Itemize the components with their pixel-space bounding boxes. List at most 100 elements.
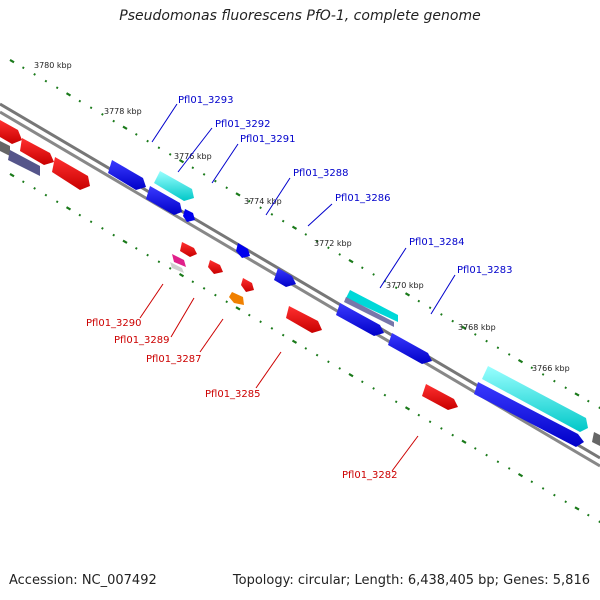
- accession-text: Accession: NC_007492: [9, 573, 157, 588]
- major-tick: [122, 125, 128, 130]
- callout-line: [391, 435, 419, 472]
- major-tick: [122, 239, 128, 244]
- minor-tick: [191, 280, 195, 284]
- minor-tick: [304, 347, 308, 350]
- gene-label[interactable]: Pfl01_3283: [457, 265, 513, 276]
- minor-tick: [146, 253, 149, 257]
- gene-feature[interactable]: [0, 120, 22, 144]
- gene-label[interactable]: Pfl01_3284: [409, 237, 465, 248]
- minor-tick: [507, 353, 511, 356]
- topology-summary: Topology: circular; Length: 6,438,405 bp…: [232, 573, 590, 588]
- forward-strand-features: [0, 120, 600, 447]
- map-title: Pseudomonas fluorescens PfO-1, complete …: [119, 8, 481, 24]
- gene-feature[interactable]: [229, 292, 244, 305]
- gene-feature[interactable]: [8, 150, 40, 176]
- minor-tick: [33, 73, 36, 76]
- gene-label[interactable]: Pfl01_3293: [178, 95, 234, 106]
- gene-label[interactable]: Pfl01_3285: [205, 389, 261, 400]
- major-tick: [65, 92, 72, 97]
- minor-tick: [214, 293, 217, 297]
- callout-line: [211, 143, 239, 184]
- gene-feature[interactable]: [474, 382, 584, 447]
- minor-tick: [586, 513, 590, 517]
- gene-feature[interactable]: [346, 290, 398, 322]
- minor-tick: [485, 453, 488, 457]
- gene-feature[interactable]: [20, 138, 54, 165]
- gene-feature[interactable]: [208, 260, 223, 274]
- minor-tick: [44, 193, 48, 197]
- minor-tick: [134, 133, 138, 136]
- kbp-label: 3766 kbp: [532, 364, 570, 373]
- gene-label[interactable]: Pfl01_3290: [86, 318, 142, 329]
- minor-tick: [78, 213, 82, 217]
- gene-feature[interactable]: [336, 303, 384, 336]
- gene-label[interactable]: Pfl01_3292: [215, 119, 271, 130]
- gene-label[interactable]: Pfl01_3287: [146, 354, 202, 365]
- gene-feature[interactable]: [344, 297, 394, 327]
- callout-line: [170, 297, 195, 338]
- minor-tick: [247, 199, 251, 203]
- callout-lines: [139, 103, 456, 472]
- gene-feature[interactable]: [422, 384, 458, 410]
- forward-gene-labels: Pfl01_3293 Pfl01_3292 Pfl01_3291 Pfl01_3…: [178, 95, 513, 276]
- minor-tick: [451, 433, 455, 437]
- gene-feature[interactable]: [482, 366, 588, 432]
- gene-label[interactable]: Pfl01_3291: [240, 134, 296, 145]
- minor-tick: [112, 233, 116, 237]
- gene-feature[interactable]: [146, 186, 182, 215]
- gene-feature[interactable]: [0, 141, 10, 156]
- kbp-label: 3774 kbp: [244, 197, 282, 206]
- minor-tick: [327, 246, 330, 250]
- minor-tick: [372, 387, 375, 390]
- minor-tick: [338, 367, 341, 370]
- minor-tick: [101, 227, 104, 230]
- gene-label[interactable]: Pfl01_3288: [293, 168, 349, 179]
- minor-tick: [202, 173, 206, 176]
- gene-label[interactable]: Pfl01_3286: [335, 193, 391, 204]
- kbp-label: 3776 kbp: [174, 152, 212, 161]
- gene-feature[interactable]: [592, 432, 600, 446]
- minor-tick: [22, 180, 25, 184]
- minor-tick: [270, 327, 274, 330]
- minor-tick: [22, 66, 25, 70]
- gene-feature[interactable]: [388, 333, 432, 364]
- gene-feature[interactable]: [172, 254, 186, 267]
- gene-feature[interactable]: [241, 278, 254, 292]
- reverse-gene-labels: Pfl01_3290 Pfl01_3289 Pfl01_3287 Pfl01_3…: [86, 318, 398, 481]
- gene-label[interactable]: Pfl01_3282: [342, 470, 398, 481]
- tick-rows: [9, 58, 600, 524]
- gene-feature[interactable]: [180, 242, 197, 257]
- gene-feature[interactable]: [108, 160, 146, 190]
- minor-tick: [474, 447, 477, 450]
- callout-line: [199, 318, 224, 353]
- minor-tick: [78, 99, 82, 103]
- callout-line: [265, 177, 291, 216]
- major-tick: [9, 172, 15, 178]
- minor-tick: [281, 333, 285, 337]
- minor-tick: [564, 500, 567, 504]
- gene-feature[interactable]: [236, 243, 250, 258]
- minor-tick: [89, 106, 93, 110]
- gene-feature[interactable]: [286, 306, 322, 333]
- major-tick: [517, 472, 524, 478]
- minor-tick: [270, 213, 274, 216]
- minor-tick: [112, 119, 116, 123]
- gene-feature[interactable]: [183, 209, 195, 222]
- reverse-strand-features: [170, 242, 458, 410]
- minor-tick: [55, 86, 59, 90]
- gene-feature[interactable]: [154, 171, 194, 201]
- minor-tick: [338, 253, 341, 256]
- minor-tick: [440, 313, 443, 316]
- kbp-scale: 3780 kbp 3778 kbp 3776 kbp 3774 kbp 3772…: [34, 61, 570, 373]
- minor-tick: [225, 300, 228, 304]
- gene-feature[interactable]: [274, 268, 296, 287]
- callout-line: [430, 274, 456, 315]
- gene-feature[interactable]: [170, 262, 184, 273]
- minor-tick: [134, 247, 138, 250]
- minor-tick: [428, 306, 432, 310]
- gene-feature[interactable]: [52, 157, 90, 190]
- minor-tick: [496, 346, 500, 350]
- gene-label[interactable]: Pfl01_3289: [114, 335, 170, 346]
- kbp-label: 3768 kbp: [458, 323, 496, 332]
- callout-line: [151, 103, 178, 143]
